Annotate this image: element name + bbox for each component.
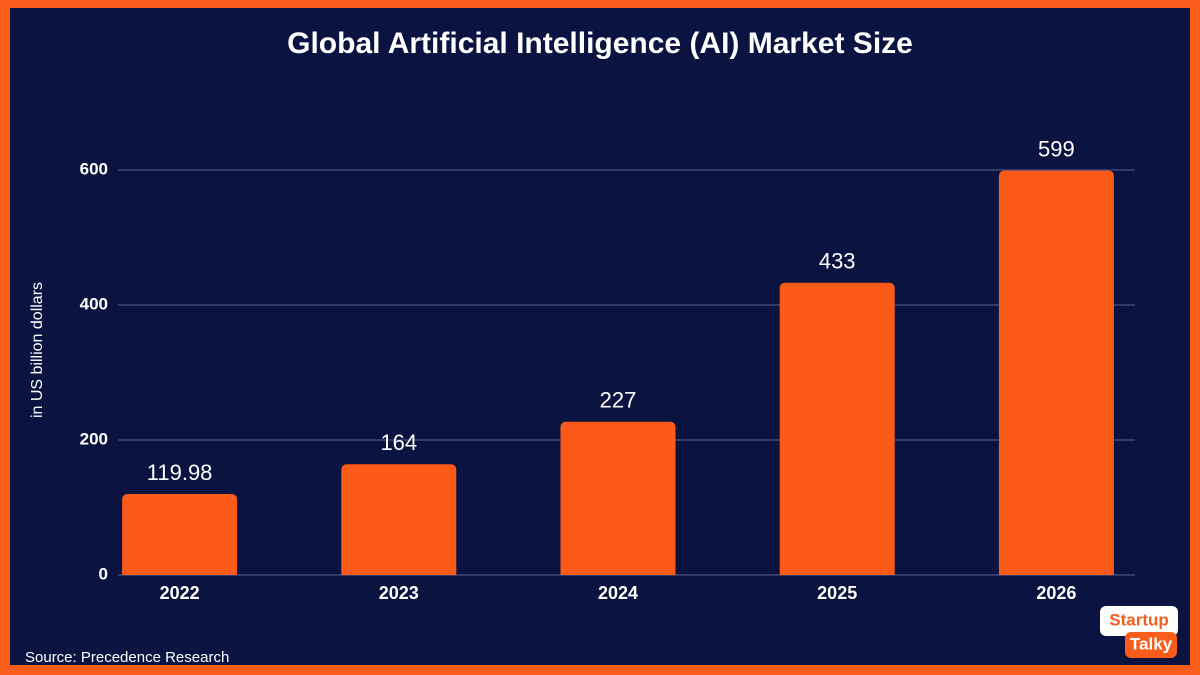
data-label: 164 (380, 430, 417, 455)
chart-title: Global Artificial Intelligence (AI) Mark… (287, 27, 913, 60)
x-tick-label: 2025 (817, 583, 857, 603)
data-label: 599 (1038, 136, 1075, 161)
y-axis-label: in US billion dollars (29, 282, 46, 418)
source: Source: Precedence Research (25, 649, 229, 666)
y-tick-label: 0 (99, 564, 108, 583)
data-label: 433 (819, 249, 856, 274)
data-label: 227 (600, 388, 637, 413)
data-label: 119.98 (147, 460, 213, 485)
x-tick-label: 2023 (379, 583, 419, 603)
logo-badge (1125, 632, 1177, 658)
x-tick-label: 2024 (598, 583, 638, 603)
logo-text: Talky (1130, 634, 1173, 653)
y-tick-label: 600 (80, 159, 108, 178)
bar (998, 170, 1114, 576)
bar (122, 494, 238, 575)
bar (779, 282, 895, 575)
logo-text: Startup (1109, 610, 1169, 629)
y-tick-label: 200 (80, 429, 108, 448)
y-tick-label: 400 (80, 294, 108, 313)
logo-badge (1100, 606, 1178, 636)
x-tick-label: 2026 (1036, 583, 1076, 603)
bar (341, 464, 457, 575)
x-tick-label: 2022 (160, 583, 200, 603)
logo: Startup Talky (1100, 606, 1178, 658)
bar (560, 421, 676, 575)
